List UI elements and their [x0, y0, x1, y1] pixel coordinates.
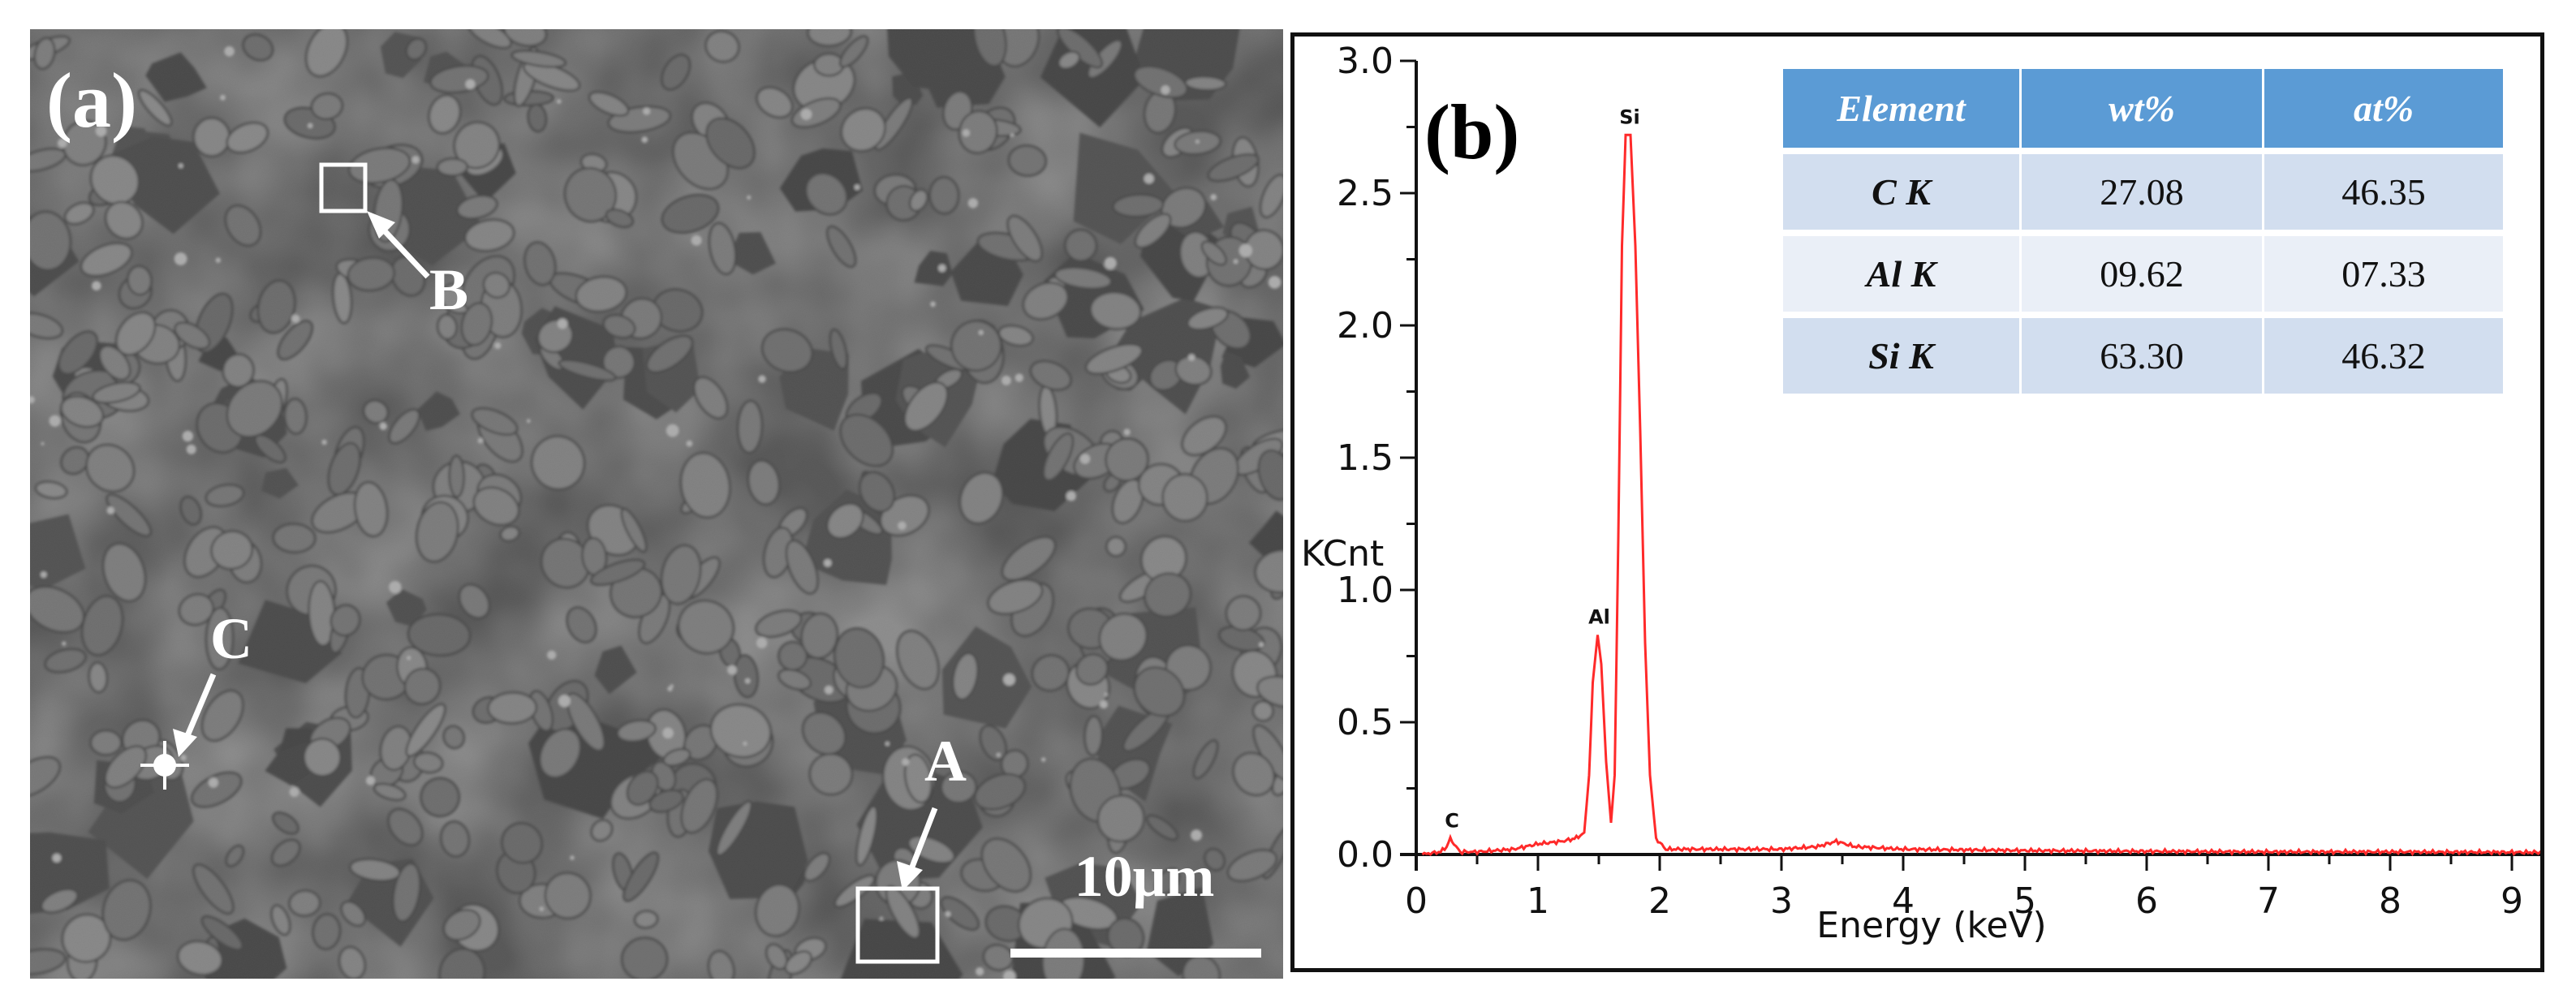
cell-wt: 09.62 — [2022, 236, 2264, 318]
peak-label-al: Al — [1588, 605, 1610, 628]
x-tick-label: 7 — [2257, 880, 2280, 922]
composition-table: Element wt% at% C K 27.08 46.35 Al K 09.… — [1783, 69, 2503, 400]
x-tick-label: 2 — [1648, 880, 1671, 922]
scale-bar-label: 10μm — [1075, 844, 1215, 909]
y-tick-label: 2.5 — [1337, 173, 1394, 214]
cell-at: 07.33 — [2264, 236, 2503, 318]
cell-element: C K — [1783, 154, 2022, 236]
table-header-row: Element wt% at% — [1783, 69, 2503, 154]
x-tick-label: 3 — [1770, 880, 1793, 922]
eds-chart: 0.0 0.5 1.0 1.5 2.0 2.5 3.0 0 1 2 3 4 5 6 7 8 9 C Al Si (b… — [1301, 41, 2540, 946]
y-tick-label: 1.0 — [1337, 570, 1394, 611]
x-tick-label: 6 — [2135, 880, 2158, 922]
cell-at: 46.35 — [2264, 154, 2503, 236]
marker-b-label: B — [429, 257, 468, 322]
point-c-crosshair-icon — [140, 741, 189, 790]
cell-at: 46.32 — [2264, 318, 2503, 400]
peak-label-si: Si — [1619, 105, 1640, 128]
x-tick-label: 0 — [1405, 880, 1428, 922]
marker-c: C — [140, 606, 252, 790]
x-tick-label: 5 — [2014, 880, 2036, 922]
x-tick-label: 4 — [1892, 880, 1915, 922]
chart-axes: 0.0 0.5 1.0 1.5 2.0 2.5 3.0 0 1 2 3 4 5 6 7 8 9 — [1337, 41, 2540, 922]
y-tick-label: 0.0 — [1337, 834, 1394, 876]
header-wt: wt% — [2022, 69, 2264, 154]
marker-b: B — [319, 162, 468, 322]
scale-bar: 10μm — [1010, 844, 1261, 958]
cell-element: Si K — [1783, 318, 2022, 400]
marker-a: A — [855, 729, 967, 964]
y-tick-label: 1.5 — [1337, 437, 1394, 479]
table-row: Si K 63.30 46.32 — [1783, 318, 2503, 400]
panel-b-label: (b) — [1424, 88, 1519, 175]
cell-wt: 63.30 — [2022, 318, 2264, 400]
peak-label-c: C — [1445, 809, 1459, 832]
header-at: at% — [2264, 69, 2503, 154]
y-tick-label: 2.0 — [1337, 305, 1394, 347]
table-row: Al K 09.62 07.33 — [1783, 236, 2503, 318]
cell-wt: 27.08 — [2022, 154, 2264, 236]
table-row: C K 27.08 46.35 — [1783, 154, 2503, 236]
spectrum-line — [1421, 133, 2540, 857]
marker-c-label: C — [210, 606, 252, 671]
cell-element: Al K — [1783, 236, 2022, 318]
y-tick-label: 0.5 — [1337, 702, 1394, 743]
x-tick-label: 9 — [2501, 880, 2523, 922]
y-tick-label: 3.0 — [1337, 41, 1394, 82]
marker-a-label: A — [924, 729, 967, 794]
x-tick-label: 1 — [1527, 880, 1549, 922]
x-tick-label: 8 — [2379, 880, 2402, 922]
header-element: Element — [1783, 69, 2022, 154]
peak-labels: C Al Si — [1445, 105, 1640, 832]
sem-image: B C A 10μm — [30, 29, 1283, 979]
x-axis-title: Energy (keV) — [1816, 905, 2046, 946]
sem-micrograph-panel: B C A 10μm — [30, 29, 1283, 979]
panel-a-label: (a) — [46, 57, 137, 144]
y-axis-title: KCnt — [1301, 533, 1384, 575]
